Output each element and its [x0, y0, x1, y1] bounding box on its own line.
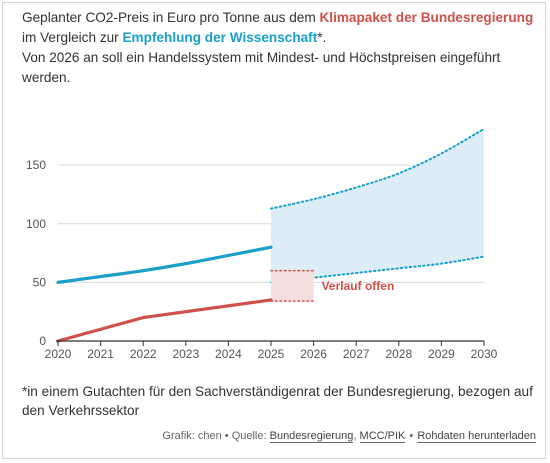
y-tick-label: 0: [39, 334, 46, 348]
x-tick-label: 2022: [130, 347, 157, 361]
science-range-band: [271, 128, 484, 283]
co2-price-chart: 0 50 100 150 2020 2021 2022 2023 2024 2025 2026 202…: [26, 127, 498, 361]
source-separator: ,: [353, 430, 360, 442]
chart-description: Geplanter CO2-Preis in Euro pro Tonne au…: [22, 8, 537, 88]
x-tick-label: 2023: [172, 347, 199, 361]
intro-text: *.: [317, 30, 327, 45]
source-prefix: Grafik: chen • Quelle:: [162, 430, 270, 442]
series-lines: [56, 245, 273, 343]
y-tick-label: 150: [26, 158, 46, 172]
science-label: Empfehlung der Wissenschaft: [122, 30, 318, 45]
source-separator: •: [406, 430, 417, 442]
intro-text: Geplanter CO2-Preis in Euro pro Tonne au…: [22, 10, 320, 25]
science-series-line: [56, 245, 273, 284]
range-bands: [270, 127, 485, 302]
x-tick-label: 2028: [385, 347, 412, 361]
annotation-label: Verlauf offen: [322, 279, 395, 293]
source-line: Grafik: chen • Quelle: Bundesregierung, …: [162, 430, 536, 443]
x-tick-label: 2024: [215, 347, 242, 361]
source-link-bundesregierung[interactable]: Bundesregierung: [269, 430, 354, 443]
intro-line-2: Von 2026 an soll ein Handelssystem mit M…: [22, 50, 501, 85]
y-tick-label: 50: [33, 275, 47, 289]
x-tick-label: 2025: [258, 347, 285, 361]
government-series-line: [56, 298, 273, 343]
government-label: Klimapaket der Bundesregierung: [319, 10, 534, 25]
x-tick-label: 2027: [343, 347, 370, 361]
x-tick-label: 2020: [45, 347, 72, 361]
intro-line-1: Geplanter CO2-Preis in Euro pro Tonne au…: [22, 8, 537, 48]
source-link-mcc-pik[interactable]: MCC/PIK: [359, 430, 406, 443]
science-upper-bound-line: [270, 127, 485, 210]
axes: 0 50 100 150 2020 2021 2022 2023 2024 2025 2026 202…: [26, 158, 498, 361]
x-tick-label: 2030: [471, 347, 498, 361]
government-range-band: [271, 270, 314, 302]
science-lower-bound-line: [270, 255, 485, 284]
footnote: *in einem Gutachten für den Sachverständ…: [22, 384, 533, 418]
intro-text: im Vergleich zur: [22, 30, 123, 45]
y-tick-label: 100: [26, 217, 46, 231]
download-raw-data-link[interactable]: Rohdaten herunterladen: [417, 430, 536, 443]
figure-frame: [2, 2, 546, 459]
x-tick-label: 2029: [428, 347, 455, 361]
x-tick-label: 2021: [87, 347, 114, 361]
x-tick-label: 2026: [300, 347, 327, 361]
